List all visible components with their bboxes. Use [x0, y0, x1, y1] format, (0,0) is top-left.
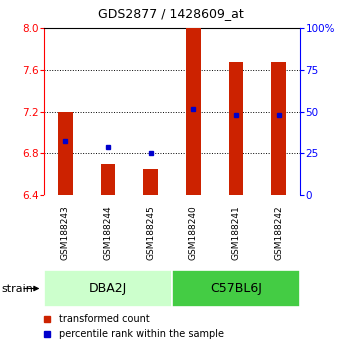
- Text: strain: strain: [2, 284, 33, 293]
- Bar: [271, 62, 286, 195]
- Text: DBA2J: DBA2J: [89, 282, 127, 295]
- Text: percentile rank within the sample: percentile rank within the sample: [59, 329, 224, 338]
- Bar: [58, 112, 73, 195]
- Bar: [228, 62, 243, 195]
- Bar: [172, 270, 300, 307]
- Bar: [101, 164, 116, 195]
- Text: GSM188244: GSM188244: [104, 205, 113, 260]
- Text: GSM188240: GSM188240: [189, 205, 198, 260]
- Bar: [143, 169, 158, 195]
- Bar: [186, 28, 201, 195]
- Bar: [44, 270, 172, 307]
- Text: GSM188242: GSM188242: [274, 205, 283, 260]
- Text: transformed count: transformed count: [59, 314, 150, 324]
- Text: GSM188245: GSM188245: [146, 205, 155, 260]
- Text: GSM188243: GSM188243: [61, 205, 70, 260]
- Text: GDS2877 / 1428609_at: GDS2877 / 1428609_at: [98, 7, 243, 21]
- Text: GSM188241: GSM188241: [232, 205, 240, 260]
- Text: C57BL6J: C57BL6J: [210, 282, 262, 295]
